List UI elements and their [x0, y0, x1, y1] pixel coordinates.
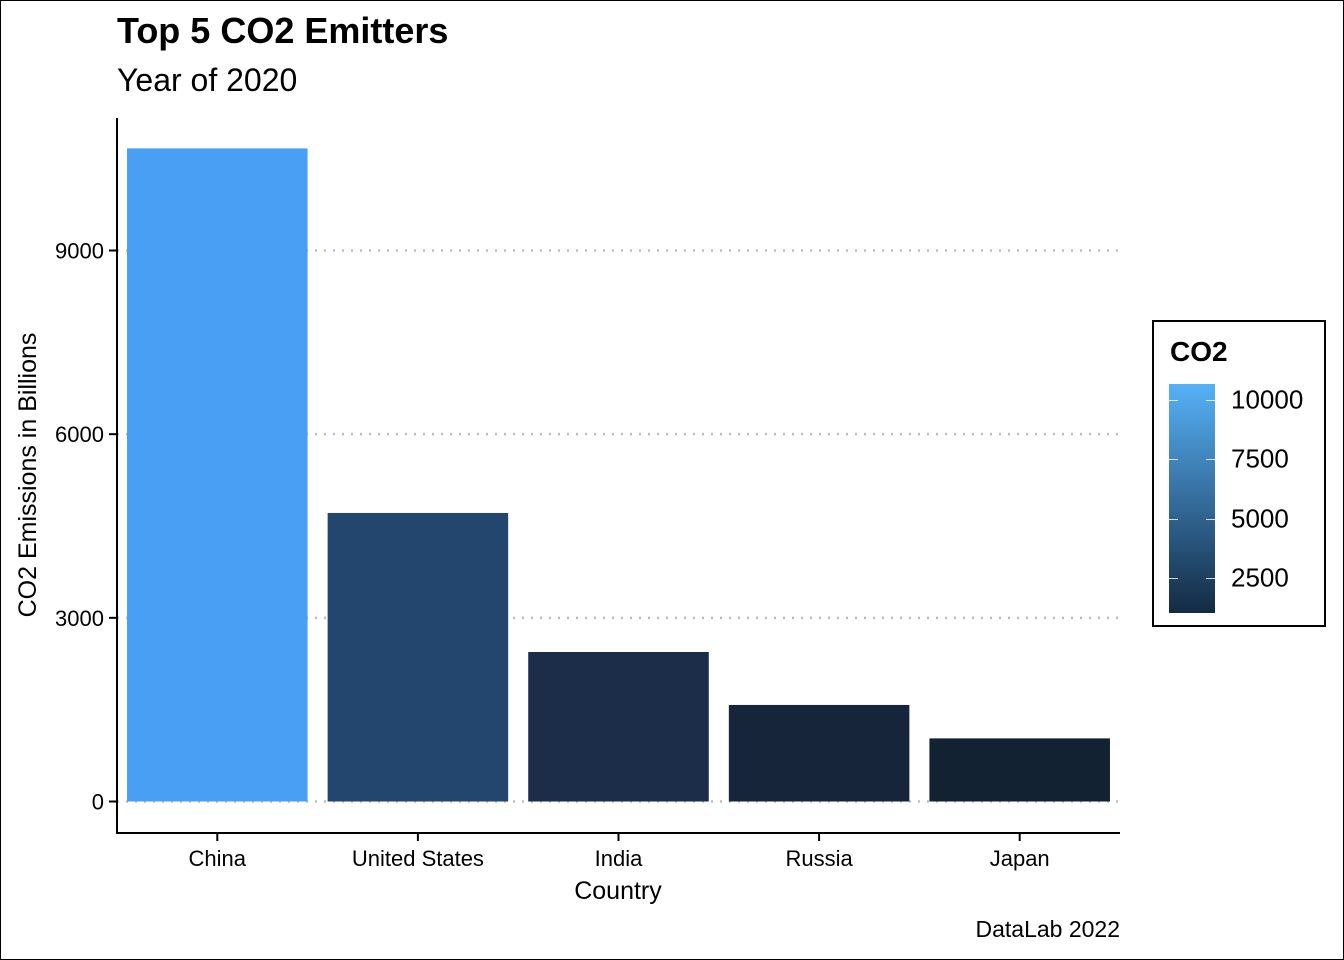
legend-label: 2500 [1231, 562, 1289, 593]
chart-caption: DataLab 2022 [975, 916, 1120, 942]
bar-india [528, 651, 709, 802]
y-tick-label: 3000 [55, 606, 104, 631]
x-tick-label: United States [352, 846, 484, 871]
y-tick-label: 0 [92, 790, 104, 815]
x-ticks: China United States India Russia Japan [189, 833, 1050, 871]
y-axis-label: CO2 Emissions in Billions [14, 333, 42, 618]
x-tick-label: Japan [990, 846, 1050, 871]
legend-label: 10000 [1231, 384, 1304, 415]
x-axis-label: Country [574, 877, 662, 905]
legend-tick [1206, 399, 1215, 401]
bar-japan [929, 738, 1110, 802]
legend-tick [1169, 518, 1178, 520]
bars [127, 148, 1110, 802]
legend-tick [1169, 399, 1178, 401]
legend-tick [1206, 518, 1215, 520]
legend-title: CO2 [1170, 336, 1228, 367]
chart-title: Top 5 CO2 Emitters [117, 10, 449, 51]
x-tick-label: Russia [785, 846, 853, 871]
legend-tick [1169, 578, 1178, 580]
y-tick-label: 9000 [55, 239, 104, 264]
legend-tick [1206, 459, 1215, 461]
legend-colorbar [1169, 384, 1215, 613]
legend-tick [1206, 578, 1215, 580]
legend-label: 5000 [1231, 503, 1289, 534]
legend-label: 7500 [1231, 443, 1289, 474]
y-tick-label: 6000 [55, 422, 104, 447]
y-ticks: 0 3000 6000 9000 [55, 239, 117, 815]
legend-tick [1169, 459, 1178, 461]
chart-subtitle: Year of 2020 [117, 62, 298, 98]
bar-china [127, 148, 308, 802]
bar-russia [728, 704, 910, 802]
legend: CO2 10000 7500 5000 2500 [1152, 320, 1326, 627]
x-tick-label: China [189, 846, 247, 871]
bar-united-states [327, 512, 509, 802]
x-tick-label: India [595, 846, 643, 871]
